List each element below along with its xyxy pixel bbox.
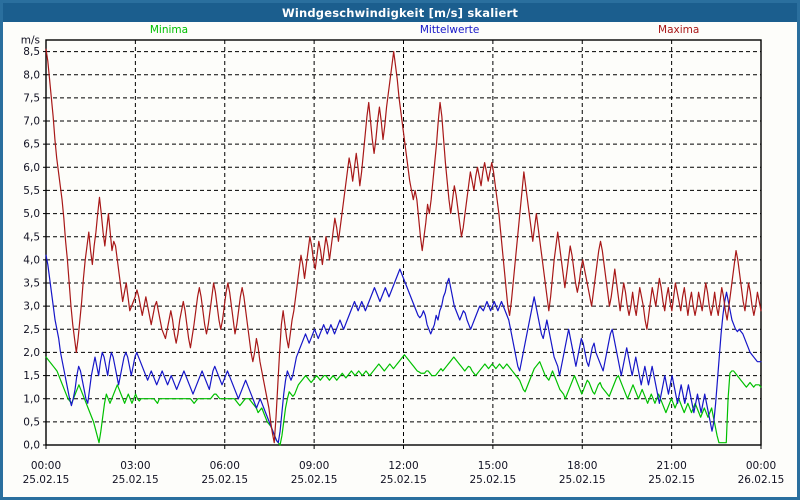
- x-axis-tick-date: 25.02.15: [648, 474, 695, 486]
- legend-item-mittelwerte: Mittelwerte: [420, 24, 480, 36]
- y-axis-tick-label: 4,5: [23, 231, 40, 243]
- x-axis-tick-time: 21:00: [656, 460, 686, 472]
- y-axis-tick-label: 6,0: [23, 162, 40, 174]
- x-axis-tick-date: 25.02.15: [559, 474, 606, 486]
- x-axis-tick-date: 26.02.15: [738, 474, 785, 486]
- page-title: Windgeschwindigkeit [m/s] skaliert: [281, 5, 519, 20]
- series-line-maxima: [45, 48, 762, 444]
- x-axis-tick-time: 00:00: [746, 460, 776, 472]
- legend-label: Maxima: [658, 24, 700, 36]
- x-axis-tick-time: 03:00: [120, 460, 150, 472]
- x-axis-tick-time: 12:00: [388, 460, 418, 472]
- legend-label: Mittelwerte: [419, 24, 480, 36]
- x-axis-tick-date: 25.02.15: [469, 474, 516, 486]
- plot-frame: [45, 39, 762, 446]
- y-axis-tick-label: 7,0: [23, 116, 40, 128]
- chart-legend: Minima Mittelwerte Maxima: [3, 24, 797, 40]
- x-axis-tick-time: 09:00: [299, 460, 329, 472]
- y-axis-tick-label: 2,0: [23, 347, 40, 359]
- y-axis-tick-label: 4,0: [23, 254, 40, 266]
- series-line-mittelwerte: [45, 254, 762, 444]
- y-axis-tick-label: 7,5: [23, 92, 40, 104]
- y-axis-tick-label: 0,5: [23, 416, 40, 428]
- window-title-bar: Windgeschwindigkeit [m/s] skaliert: [3, 3, 797, 22]
- y-axis-tick-label: 2,5: [23, 324, 40, 336]
- y-axis-unit-label: m/s: [21, 35, 40, 47]
- y-axis-tick-label: 5,0: [23, 208, 40, 220]
- legend-item-maxima: Maxima: [658, 24, 699, 36]
- x-axis-tick-date: 25.02.15: [201, 474, 248, 486]
- x-axis-tick-time: 06:00: [210, 460, 240, 472]
- x-axis-tick-date: 25.02.15: [380, 474, 427, 486]
- y-axis-tick-label: 8,0: [23, 69, 40, 81]
- x-axis-tick-time: 00:00: [31, 460, 61, 472]
- x-axis-tick-date: 25.02.15: [23, 474, 70, 486]
- chart-canvas: 0,0 0,5 1,0 1,5 2,0 2,5 3,0 3,5 4,0 4,5 5,0 5,5 6,0 6…: [3, 3, 797, 497]
- y-axis-tick-label: 6,5: [23, 139, 40, 151]
- y-axis-tick-label: 5,5: [23, 185, 40, 197]
- legend-label: Minima: [149, 24, 189, 36]
- x-axis-tick-date: 25.02.15: [291, 474, 338, 486]
- x-axis-tick-time: 18:00: [567, 460, 597, 472]
- legend-item-minima: Minima: [150, 24, 188, 36]
- y-axis-tick-label: 1,0: [23, 393, 40, 405]
- y-axis-tick-label: 0,0: [23, 440, 40, 452]
- y-axis-tick-label: 3,0: [23, 301, 40, 313]
- y-axis-tick-label: 8,5: [23, 46, 40, 58]
- x-axis-tick-time: 15:00: [478, 460, 508, 472]
- x-axis-tick-date: 25.02.15: [112, 474, 159, 486]
- y-axis-tick-label: 1,5: [23, 370, 40, 382]
- series-line-minima: [45, 354, 762, 446]
- y-axis-tick-label: 3,5: [23, 278, 40, 290]
